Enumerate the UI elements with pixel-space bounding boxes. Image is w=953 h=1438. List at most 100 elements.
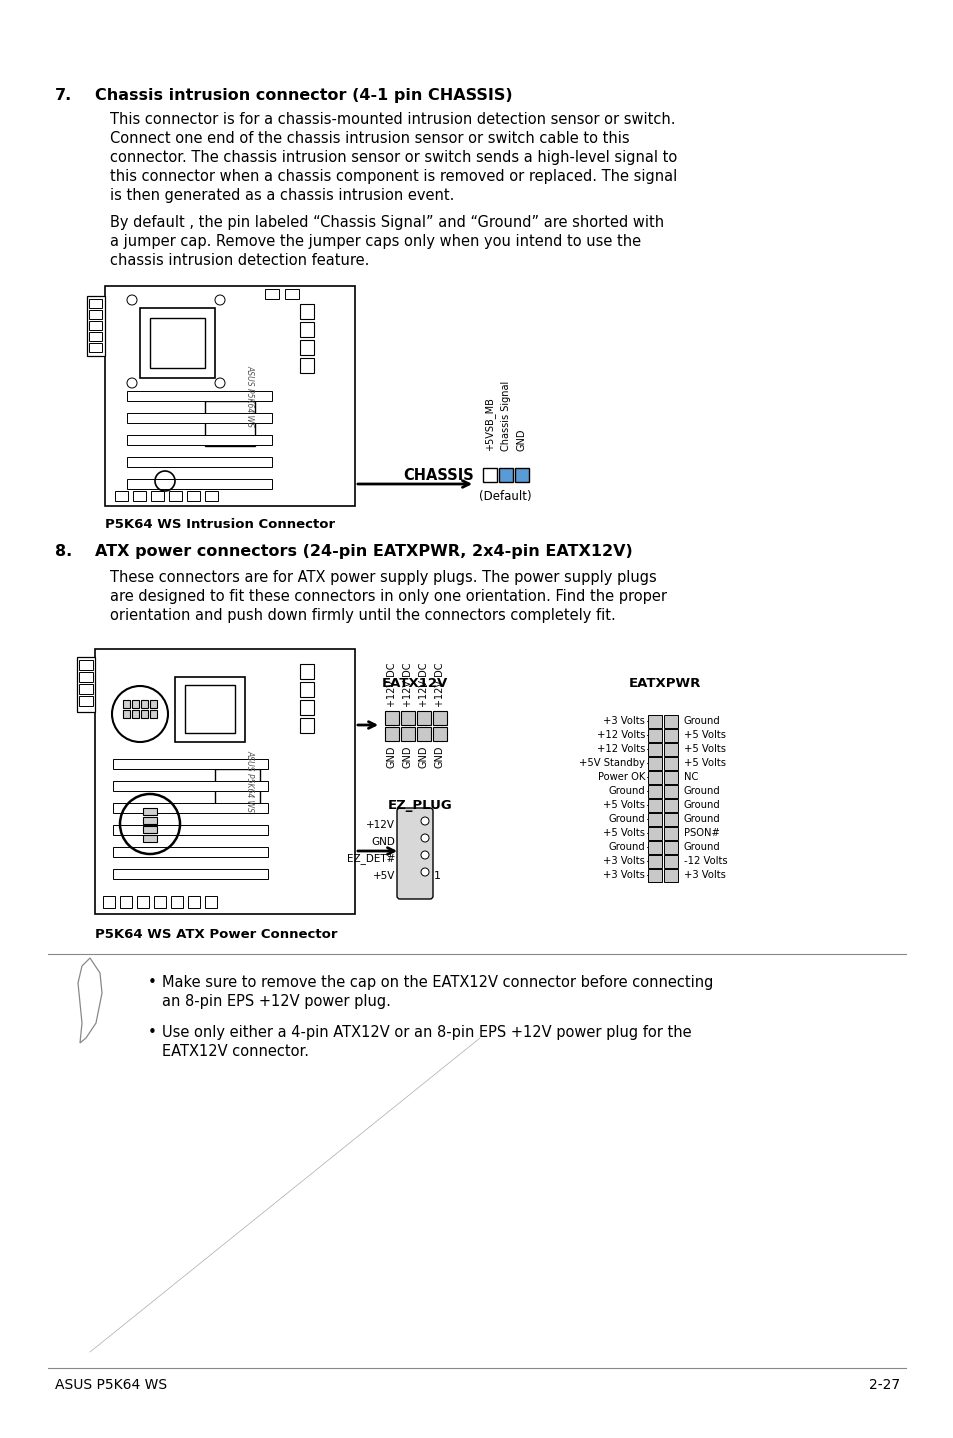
Text: Ground: Ground	[683, 814, 720, 824]
Bar	[205, 896, 216, 907]
Text: 7.: 7.	[55, 88, 72, 104]
Text: a jumper cap. Remove the jumper caps only when you intend to use the: a jumper cap. Remove the jumper caps onl…	[110, 234, 640, 249]
Bar	[123, 710, 130, 718]
Bar	[127, 391, 272, 401]
Text: +5 Volts: +5 Volts	[683, 743, 725, 754]
Text: +3 Volts: +3 Volts	[602, 716, 644, 726]
Bar	[112, 825, 268, 835]
Text: These connectors are for ATX power supply plugs. The power supply plugs: These connectors are for ATX power suppl…	[110, 569, 656, 585]
Bar	[153, 896, 166, 907]
Text: ASUS P5K64 WS: ASUS P5K64 WS	[245, 365, 254, 427]
Text: orientation and push down firmly until the connectors completely fit.: orientation and push down firmly until t…	[110, 608, 615, 623]
Bar	[112, 802, 268, 812]
Bar	[105, 286, 355, 506]
Bar	[647, 715, 661, 728]
Bar	[185, 684, 234, 733]
Text: NC: NC	[683, 772, 698, 782]
Text: ASUS P5K64 WS: ASUS P5K64 WS	[55, 1378, 167, 1392]
Bar	[140, 308, 214, 378]
Text: This connector is for a chassis-mounted intrusion detection sensor or switch.: This connector is for a chassis-mounted …	[110, 112, 675, 127]
Bar	[141, 700, 148, 707]
Text: Chassis intrusion connector (4-1 pin CHASSIS): Chassis intrusion connector (4-1 pin CHA…	[95, 88, 512, 104]
Text: chassis intrusion detection feature.: chassis intrusion detection feature.	[110, 253, 369, 267]
Bar	[89, 311, 102, 319]
Bar	[143, 808, 157, 815]
Text: Ground: Ground	[683, 800, 720, 810]
Bar	[400, 710, 415, 725]
Bar	[416, 710, 431, 725]
Bar	[482, 467, 497, 482]
Text: +12V DC: +12V DC	[387, 663, 396, 707]
Text: 8.: 8.	[55, 544, 72, 559]
Text: is then generated as a chassis intrusion event.: is then generated as a chassis intrusion…	[110, 188, 454, 203]
Bar	[299, 339, 314, 355]
Text: +12V: +12V	[366, 820, 395, 830]
Text: GND: GND	[371, 837, 395, 847]
FancyBboxPatch shape	[396, 808, 433, 899]
Bar	[416, 728, 431, 741]
Text: ASUS P5K64 WS: ASUS P5K64 WS	[245, 751, 254, 812]
Bar	[112, 869, 268, 879]
Text: an 8-pin EPS +12V power plug.: an 8-pin EPS +12V power plug.	[162, 994, 391, 1009]
Text: +5 Volts: +5 Volts	[602, 800, 644, 810]
Bar	[299, 322, 314, 336]
Bar	[647, 856, 661, 869]
Text: P5K64 WS Intrusion Connector: P5K64 WS Intrusion Connector	[105, 518, 335, 531]
Bar	[515, 467, 529, 482]
Bar	[89, 332, 102, 341]
Bar	[132, 700, 139, 707]
Bar	[647, 800, 661, 812]
Bar	[299, 682, 314, 697]
Text: +3 Volts: +3 Volts	[602, 870, 644, 880]
Text: EATXPWR: EATXPWR	[628, 677, 700, 690]
Bar	[265, 289, 278, 299]
Bar	[663, 729, 678, 742]
Bar	[647, 771, 661, 784]
Text: +5 Volts: +5 Volts	[683, 731, 725, 741]
Text: +5 Volts: +5 Volts	[602, 828, 644, 838]
Bar	[137, 896, 149, 907]
Text: Use only either a 4-pin ATX12V or an 8-pin EPS +12V power plug for the: Use only either a 4-pin ATX12V or an 8-p…	[162, 1025, 691, 1040]
Bar	[141, 710, 148, 718]
Bar	[151, 490, 164, 500]
Circle shape	[420, 834, 429, 843]
Bar	[663, 812, 678, 825]
Bar	[127, 436, 272, 444]
Text: +3 Volts: +3 Volts	[602, 856, 644, 866]
Bar	[143, 817, 157, 824]
Text: -12 Volts: -12 Volts	[683, 856, 727, 866]
Bar	[663, 743, 678, 756]
Bar	[647, 743, 661, 756]
Text: GND: GND	[517, 429, 526, 452]
Text: 1: 1	[434, 871, 440, 881]
Text: PSON#: PSON#	[683, 828, 720, 838]
Text: this connector when a chassis component is removed or replaced. The signal: this connector when a chassis component …	[110, 170, 677, 184]
Bar	[647, 869, 661, 881]
Text: Ground: Ground	[683, 716, 720, 726]
Bar	[299, 358, 314, 372]
Bar	[663, 827, 678, 840]
Bar	[299, 718, 314, 733]
Bar	[103, 896, 115, 907]
Text: Power OK: Power OK	[597, 772, 644, 782]
Bar	[663, 856, 678, 869]
Bar	[77, 657, 95, 712]
Bar	[150, 710, 157, 718]
Text: 2-27: 2-27	[868, 1378, 899, 1392]
Text: +5 Volts: +5 Volts	[683, 758, 725, 768]
Bar	[115, 490, 128, 500]
Text: GND: GND	[418, 746, 429, 768]
Bar	[150, 700, 157, 707]
Bar	[299, 303, 314, 319]
Text: ATX power connectors (24-pin EATXPWR, 2x4-pin EATX12V): ATX power connectors (24-pin EATXPWR, 2x…	[95, 544, 632, 559]
Text: GND: GND	[387, 746, 396, 768]
Text: EATX12V: EATX12V	[381, 677, 448, 690]
Bar	[89, 344, 102, 352]
Text: Ground: Ground	[683, 787, 720, 797]
Text: GND: GND	[435, 746, 444, 768]
Text: CHASSIS: CHASSIS	[402, 467, 474, 483]
Bar	[132, 490, 146, 500]
Text: Make sure to remove the cap on the EATX12V connector before connecting: Make sure to remove the cap on the EATX1…	[162, 975, 713, 989]
Text: +5V Standby: +5V Standby	[578, 758, 644, 768]
Bar	[385, 710, 398, 725]
